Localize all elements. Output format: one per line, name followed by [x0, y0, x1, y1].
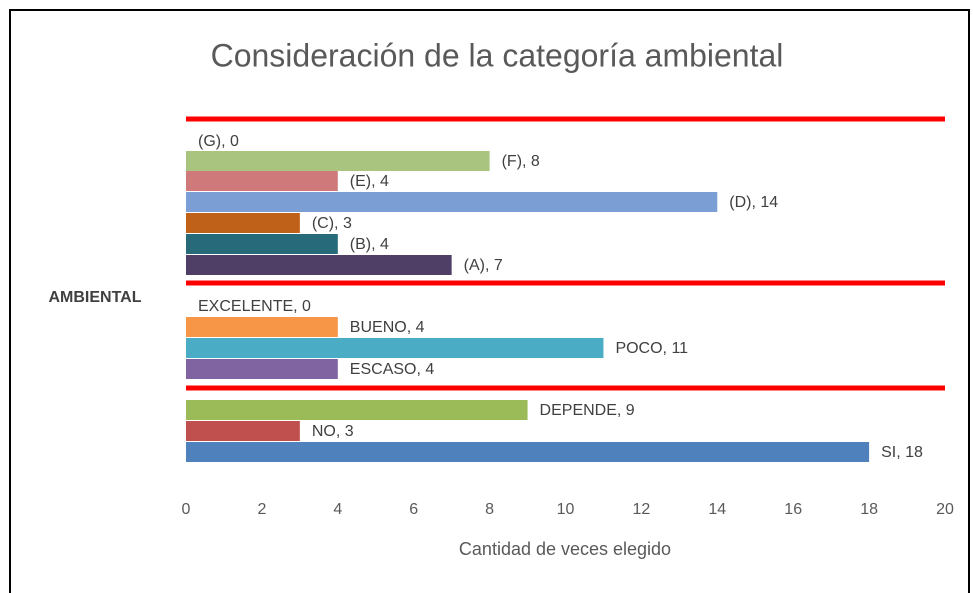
data-label: (C), 3	[312, 215, 352, 232]
x-tick-label: 8	[485, 501, 494, 518]
data-label: (E), 4	[350, 173, 389, 190]
bar	[186, 442, 870, 462]
bar	[186, 171, 338, 191]
bar	[186, 255, 452, 275]
bar	[186, 359, 338, 379]
x-tick-label: 12	[633, 501, 651, 518]
data-label: EXCELENTE, 0	[198, 298, 311, 315]
data-label: (B), 4	[350, 236, 389, 253]
data-label: ESCASO, 4	[350, 361, 435, 378]
x-tick-label: 6	[409, 501, 418, 518]
x-tick-label: 14	[708, 501, 726, 518]
data-label: (G), 0	[198, 133, 239, 150]
bar	[186, 151, 490, 171]
x-tick-label: 18	[860, 501, 878, 518]
bar	[186, 421, 300, 441]
data-label: (F), 8	[502, 153, 540, 170]
data-label: DEPENDE, 9	[540, 402, 635, 419]
x-tick-label: 0	[182, 501, 191, 518]
chart-border	[9, 9, 970, 593]
chart-title: Consideración de la categoría ambiental	[211, 37, 784, 73]
bar	[186, 400, 528, 420]
bar	[186, 338, 604, 358]
bar	[186, 213, 300, 233]
x-tick-label: 16	[784, 501, 802, 518]
x-tick-label: 2	[257, 501, 266, 518]
x-tick-label: 4	[333, 501, 342, 518]
x-tick-label: 20	[936, 501, 954, 518]
data-label: BUENO, 4	[350, 319, 425, 336]
data-label: NO, 3	[312, 423, 354, 440]
data-label: POCO, 11	[615, 340, 688, 357]
bar	[186, 234, 338, 254]
data-label: SI, 18	[881, 444, 923, 461]
x-axis-label: Cantidad de veces elegido	[459, 539, 671, 559]
x-tick-label: 10	[557, 501, 575, 518]
data-label: (A), 7	[464, 257, 503, 274]
separators	[186, 116, 945, 391]
bar	[186, 192, 718, 212]
data-label: (D), 14	[729, 194, 778, 211]
bar	[186, 317, 338, 337]
category-label: AMBIENTAL	[48, 289, 141, 306]
